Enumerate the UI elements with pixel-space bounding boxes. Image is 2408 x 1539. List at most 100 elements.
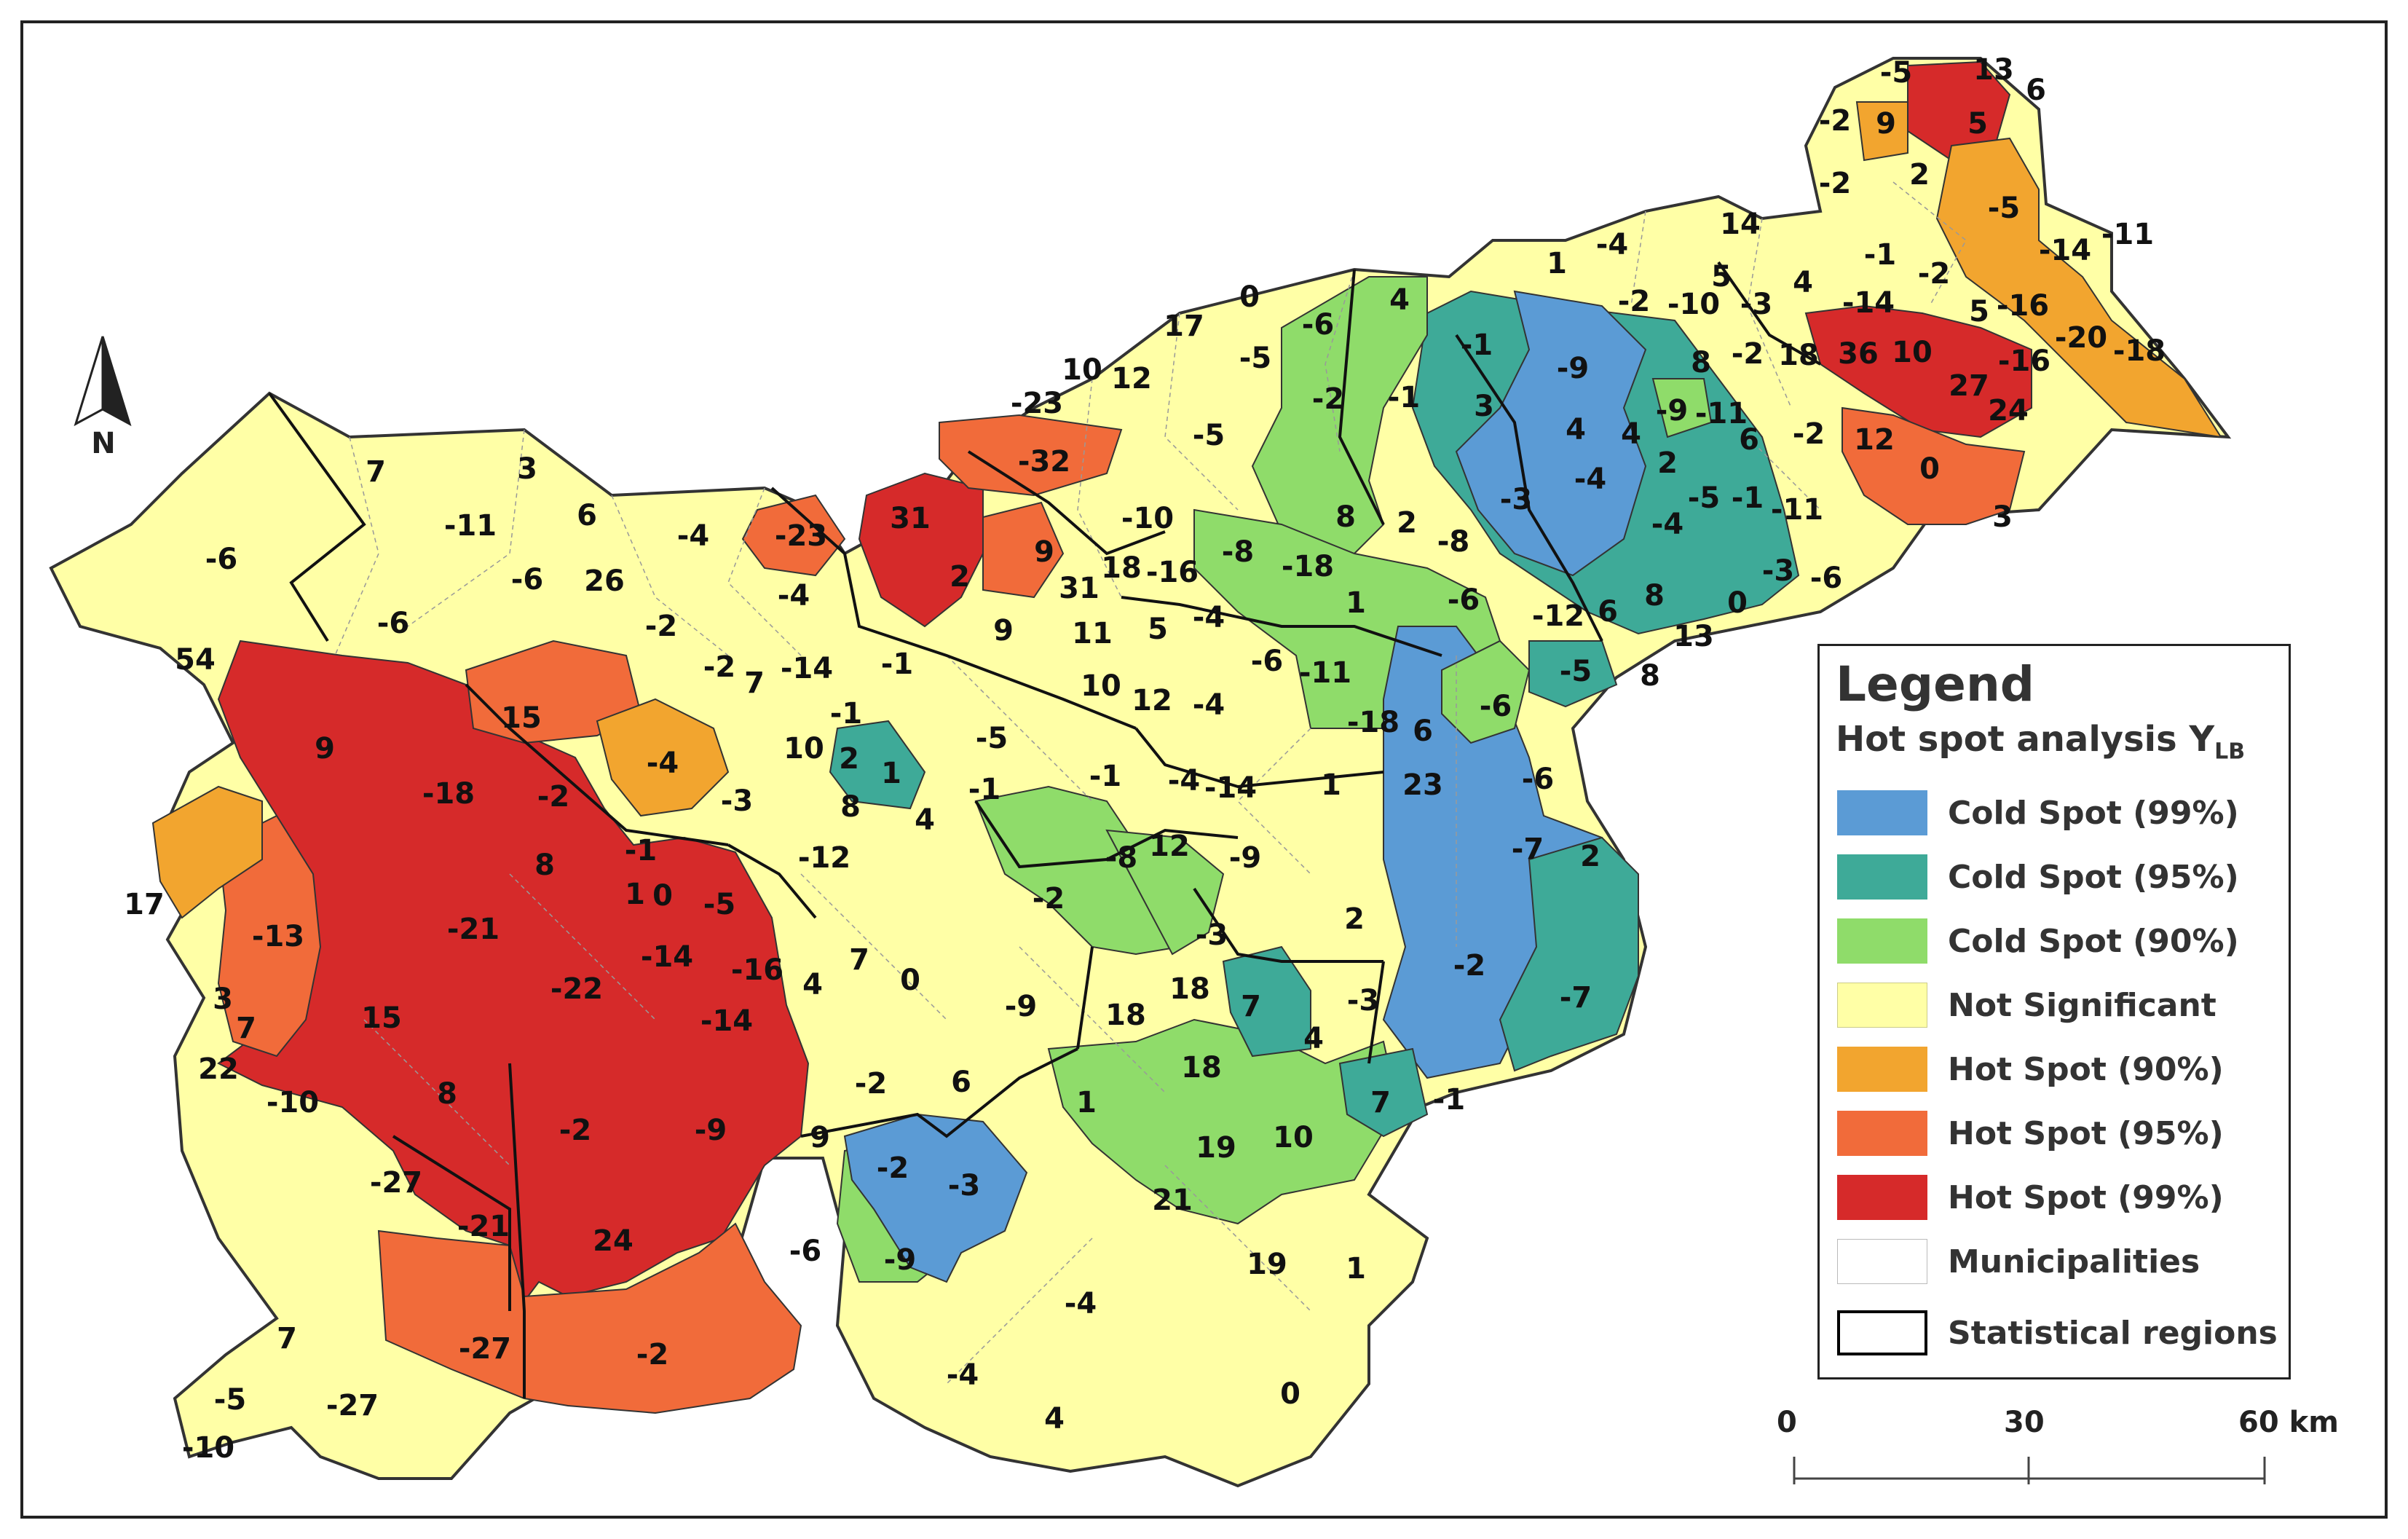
municipality-value: 18 bbox=[1101, 551, 1142, 585]
municipality-value: 36 bbox=[1838, 337, 1879, 371]
municipality-value: -11 bbox=[2101, 218, 2154, 251]
municipality-value: -32 bbox=[1018, 445, 1070, 479]
municipality-value: -14 bbox=[700, 1004, 753, 1038]
hotspot90-ne-small bbox=[1855, 101, 1908, 162]
municipality-value: -2 bbox=[636, 1338, 668, 1371]
municipality-value: -2 bbox=[1453, 949, 1485, 983]
municipality-value: 1 bbox=[1346, 1252, 1366, 1286]
legend-item-hot90: Hot Spot (90%) bbox=[1837, 1047, 2281, 1095]
legend-subtitle-text: Hot spot analysis Y bbox=[1836, 719, 2215, 760]
municipality-value: 10 bbox=[1273, 1121, 1314, 1154]
municipality-value: -18 bbox=[2113, 334, 2166, 368]
legend: Legend Hot spot analysis YLB Cold Spot (… bbox=[1817, 644, 2291, 1379]
municipality-value: -1 bbox=[1864, 238, 1896, 272]
coldspot99-ne bbox=[1455, 290, 1647, 577]
municipality-value: -13 bbox=[252, 920, 304, 953]
municipality-value: 4 bbox=[1389, 283, 1410, 317]
legend-title: Legend bbox=[1836, 656, 2035, 712]
municipality-value: -14 bbox=[641, 940, 693, 974]
municipality-value: 18 bbox=[1169, 972, 1210, 1006]
municipality-value-labels: -5 13 6 -2 9 5 -2 2 -5 -11 -14 14 -1 -2 … bbox=[124, 53, 2166, 1465]
municipality-value: -18 bbox=[422, 777, 475, 811]
municipality-value: 19 bbox=[1196, 1131, 1236, 1165]
municipality-value: -16 bbox=[731, 953, 783, 987]
municipality-value: 4 bbox=[1044, 1402, 1065, 1436]
municipality-value: -11 bbox=[444, 509, 497, 543]
municipality-value: -2 bbox=[1819, 104, 1851, 138]
legend-item-hot95: Hot Spot (95%) bbox=[1837, 1111, 2281, 1159]
municipality-value: -5 bbox=[976, 722, 1008, 755]
hotspot90-west bbox=[151, 785, 263, 919]
municipality-value: 1 bbox=[1346, 586, 1366, 620]
municipality-value: -6 bbox=[789, 1235, 821, 1268]
municipality-value: -9 bbox=[1557, 352, 1589, 385]
municipality-value: -4 bbox=[778, 579, 810, 613]
north-arrow-icon: N bbox=[74, 336, 132, 460]
municipality-value: -6 bbox=[1251, 645, 1283, 678]
municipality-value: 7 bbox=[1370, 1086, 1391, 1119]
municipality-value: 8 bbox=[534, 849, 555, 882]
municipality-value: -1 bbox=[1388, 381, 1420, 414]
municipality-value: -2 bbox=[537, 780, 569, 814]
municipality-value: -7 bbox=[1512, 833, 1544, 866]
municipality-value: -5 bbox=[1688, 481, 1720, 515]
municipality-value: 3 bbox=[1474, 390, 1494, 423]
municipality-value: 18 bbox=[1181, 1051, 1222, 1085]
municipality-value: -8 bbox=[1437, 525, 1469, 559]
municipality-value: -4 bbox=[647, 747, 679, 780]
legend-swatch bbox=[1837, 918, 1927, 964]
municipality-value: 2 bbox=[950, 560, 970, 594]
legend-swatch bbox=[1837, 983, 1927, 1028]
municipality-value: 7 bbox=[744, 666, 765, 700]
municipality-value: -4 bbox=[1596, 228, 1628, 261]
municipality-value: 1 bbox=[1076, 1086, 1097, 1119]
scale-label-30: 30 bbox=[2004, 1406, 2045, 1439]
coldspot90-east bbox=[1441, 639, 1531, 744]
municipality-value: 31 bbox=[1059, 572, 1100, 605]
legend-swatch bbox=[1837, 1310, 1927, 1355]
municipality-value: -1 bbox=[881, 648, 913, 681]
municipality-value: -2 bbox=[1793, 417, 1825, 451]
municipality-value: 6 bbox=[577, 499, 597, 532]
municipality-value: -14 bbox=[1842, 286, 1895, 320]
scale-label-0: 0 bbox=[1777, 1406, 1797, 1439]
municipality-value: -8 bbox=[1222, 535, 1254, 569]
municipality-value: -14 bbox=[1204, 771, 1257, 805]
municipality-value: -4 bbox=[1193, 601, 1225, 634]
municipality-value: 3 bbox=[517, 452, 537, 486]
municipality-value: 7 bbox=[277, 1322, 297, 1355]
municipality-value: 27 bbox=[1949, 369, 1989, 403]
municipality-value: 23 bbox=[1402, 768, 1443, 802]
municipality-value: 1 bbox=[881, 757, 901, 790]
legend-swatch bbox=[1837, 790, 1927, 835]
municipality-value: -2 bbox=[645, 610, 677, 643]
municipality-value: 6 bbox=[1598, 595, 1618, 629]
municipality-value: 9 bbox=[1034, 535, 1054, 569]
municipality-value: 2 bbox=[1580, 840, 1600, 873]
municipality-value: 31 bbox=[890, 502, 931, 535]
municipality-value: -2 bbox=[559, 1114, 591, 1147]
coldspot95-east bbox=[1499, 836, 1639, 1072]
hotspot95-ne-low bbox=[1841, 406, 2026, 525]
legend-item-statistical-regions: Statistical regions bbox=[1837, 1310, 2281, 1358]
municipality-value: -5 bbox=[1193, 419, 1225, 452]
municipality-value: -9 bbox=[1229, 841, 1261, 875]
municipality-value: 0 bbox=[1280, 1377, 1300, 1411]
municipality-value: -4 bbox=[1651, 508, 1683, 541]
municipality-value: -3 bbox=[1347, 984, 1379, 1018]
coldspot95-center bbox=[829, 720, 926, 810]
municipality-value: 0 bbox=[900, 964, 920, 997]
legend-subtitle-subscript: LB bbox=[2214, 739, 2246, 765]
municipality-value: 4 bbox=[1566, 413, 1586, 446]
municipality-value: 17 bbox=[1164, 310, 1204, 343]
municipality-value: -11 bbox=[1771, 493, 1823, 527]
municipality-value: -14 bbox=[2039, 234, 2091, 267]
municipality-value: 3 bbox=[1992, 500, 2013, 534]
municipality-value: -20 bbox=[2055, 321, 2107, 355]
municipality-value: -1 bbox=[1089, 760, 1121, 793]
municipality-value: -6 bbox=[1810, 562, 1842, 595]
municipality-value: 8 bbox=[1335, 500, 1356, 534]
legend-item-cold99: Cold Spot (99%) bbox=[1837, 790, 2281, 838]
municipality-value: 15 bbox=[501, 701, 542, 735]
hotspot99-ne-mid bbox=[1804, 304, 2032, 438]
